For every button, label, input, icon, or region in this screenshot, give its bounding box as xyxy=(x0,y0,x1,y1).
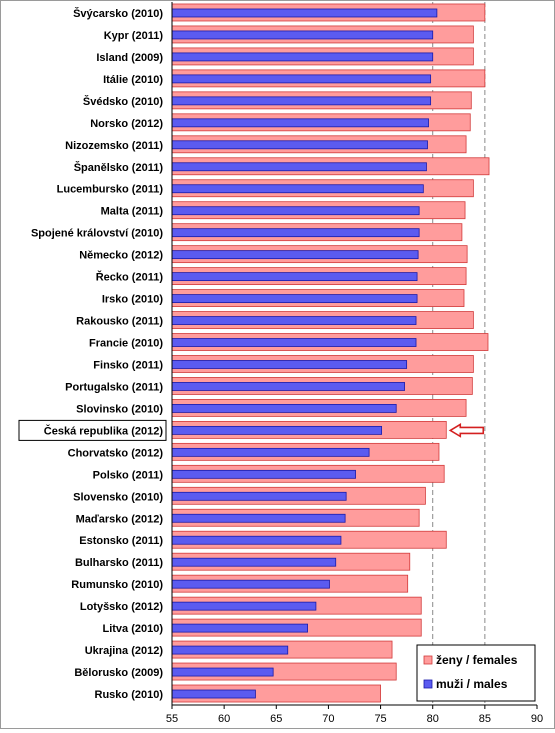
category-label: Bulharsko (2011) xyxy=(75,557,163,569)
category-label: Kypr (2011) xyxy=(104,30,164,42)
category-label: Lotyšsko (2012) xyxy=(80,601,163,613)
bar-male xyxy=(171,382,405,391)
bar-male xyxy=(171,8,438,18)
bar-male xyxy=(171,118,429,128)
bar-male xyxy=(171,689,256,699)
legend-swatch-female xyxy=(423,655,433,665)
category-label: Norsko (2012) xyxy=(90,118,163,130)
category-label: Francie (2010) xyxy=(89,338,163,350)
highlight-box xyxy=(18,419,167,441)
bar-male xyxy=(171,360,408,369)
x-tick-label: 85 xyxy=(479,713,491,725)
bar-male xyxy=(171,667,274,677)
bar-male xyxy=(171,294,418,303)
bar-male xyxy=(171,469,356,479)
x-tick-label: 80 xyxy=(427,713,439,725)
bar-male xyxy=(171,404,397,413)
bar-male xyxy=(171,623,308,633)
bar-male xyxy=(171,250,419,260)
x-tick-label: 60 xyxy=(218,713,230,725)
bar-male xyxy=(171,206,420,216)
legend-label-female: ženy / females xyxy=(436,653,518,667)
x-tick-label: 55 xyxy=(166,713,178,725)
x-axis: 55 60 65 70 75 80 85 90 xyxy=(166,2,543,725)
legend: ženy / females muži / males xyxy=(416,644,536,702)
category-label: Řecko (2011) xyxy=(96,271,164,284)
bar-male xyxy=(171,30,434,40)
category-label: Spojené království (2010) xyxy=(31,228,163,240)
category-label: Slovinsko (2010) xyxy=(76,403,163,415)
bar-male xyxy=(171,425,383,435)
bar-male xyxy=(171,513,346,523)
plot-area xyxy=(171,2,490,705)
category-label: Lucembursko (2011) xyxy=(57,184,164,196)
category-label: Nizozemsko (2011) xyxy=(65,140,163,152)
bar-male xyxy=(171,491,347,501)
category-label: Slovensko (2010) xyxy=(73,491,163,503)
category-label: Česká republika (2012) xyxy=(44,424,164,437)
category-label: Polsko (2011) xyxy=(93,469,164,481)
bar-male xyxy=(171,162,427,172)
category-label: Maďarsko (2012) xyxy=(76,513,164,525)
bar-male xyxy=(171,272,418,282)
category-label: Německo (2012) xyxy=(79,250,163,262)
x-tick-label: 90 xyxy=(531,713,543,725)
category-label: Litva (2010) xyxy=(102,623,163,635)
category-label: Ukrajina (2012) xyxy=(85,645,164,657)
category-label: Estonsko (2011) xyxy=(79,535,163,547)
bar-male xyxy=(171,140,428,150)
bar-male xyxy=(171,557,337,567)
bar-male xyxy=(171,74,432,84)
category-label: Finsko (2011) xyxy=(93,359,163,371)
bar-male xyxy=(171,601,317,611)
bar-male xyxy=(171,645,289,655)
category-label: Švédsko (2010) xyxy=(83,95,163,108)
category-label: Švýcarsko (2010) xyxy=(73,7,163,20)
legend-label-male: muži / males xyxy=(436,677,508,691)
category-label: Rakousko (2011) xyxy=(76,316,163,328)
category-label: Rusko (2010) xyxy=(95,689,164,701)
bar-male xyxy=(171,535,342,545)
category-label: Rumunsko (2010) xyxy=(71,579,163,591)
bar-male xyxy=(171,184,424,194)
bar-male xyxy=(171,338,417,347)
bar-male xyxy=(171,52,434,62)
category-label: Itálie (2010) xyxy=(103,74,163,86)
bar-male xyxy=(171,316,417,325)
bar-male xyxy=(171,447,370,457)
category-label: Island (2009) xyxy=(96,52,163,64)
legend-box xyxy=(416,644,536,702)
x-tick-label: 70 xyxy=(322,713,334,725)
highlight-arrow-icon xyxy=(448,422,485,438)
category-label: Chorvatsko (2012) xyxy=(68,447,164,459)
bar-male xyxy=(171,579,330,589)
category-label: Malta (2011) xyxy=(101,206,164,218)
category-labels: Švýcarsko (2010) Kypr (2011) Island (2009)… xyxy=(18,7,167,701)
bar-male xyxy=(171,96,432,106)
category-label: Irsko (2010) xyxy=(102,294,163,306)
category-label: Španělsko (2011) xyxy=(74,161,164,174)
legend-swatch-male xyxy=(423,679,433,689)
category-label: Portugalsko (2011) xyxy=(65,381,163,393)
bar-male xyxy=(171,228,420,238)
category-label: Bělorusko (2009) xyxy=(74,667,163,679)
x-tick-label: 65 xyxy=(270,713,282,725)
x-tick-label: 75 xyxy=(374,713,386,725)
